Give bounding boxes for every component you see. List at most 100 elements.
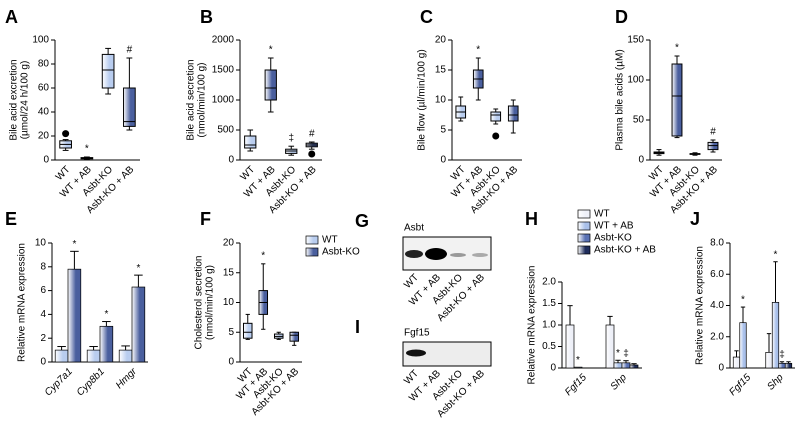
y-tick-label: 6 — [40, 285, 46, 296]
annotation: # — [710, 127, 716, 138]
panel-letter: H — [525, 209, 538, 229]
y-tick-label: 10 — [35, 238, 47, 249]
blot-label: Fgf15 — [404, 328, 430, 339]
y-tick-label: 10 — [435, 95, 447, 106]
y-axis-label: Relative mRNA expression — [17, 243, 28, 362]
x-tick-label: Hmgr — [114, 366, 140, 392]
y-tick-label: 6.0 — [710, 269, 724, 280]
bar — [86, 349, 101, 363]
panel-letter: G — [355, 211, 369, 231]
annotation: ‡ — [779, 349, 785, 360]
blot-label: Asbt — [404, 223, 424, 234]
annotation: * — [476, 45, 480, 56]
outlier — [62, 130, 70, 138]
bar — [67, 268, 82, 363]
annotation: * — [261, 250, 265, 261]
y-tick-label: 1.0 — [542, 320, 556, 331]
panel-letter: I — [355, 317, 360, 337]
annotation: * — [269, 45, 273, 56]
x-tick-label: Cyp8b1 — [75, 366, 107, 398]
box — [671, 63, 683, 137]
panel-letter: E — [5, 209, 17, 229]
bar — [99, 325, 114, 363]
annotation: # — [127, 45, 133, 56]
bar — [771, 302, 780, 369]
box — [289, 331, 300, 342]
y-tick-label: 0 — [228, 357, 234, 368]
annotation: # — [309, 129, 315, 140]
annotation: ‡ — [288, 133, 294, 144]
y-tick-label: 10 — [223, 297, 235, 308]
y-axis-label: Relative mRNA expression — [527, 266, 538, 385]
y-tick-label: 50 — [633, 115, 645, 126]
y-tick-label: 80 — [38, 59, 50, 70]
y-axis-label: Bile acid secretion — [186, 59, 197, 140]
bar — [118, 349, 133, 363]
bar — [605, 324, 615, 369]
blot-image — [402, 236, 492, 271]
y-tick-label: 500 — [217, 125, 234, 136]
y-axis-label: Cholesterol secretion — [194, 256, 205, 350]
legend-label: WT — [594, 209, 610, 220]
legend-swatch — [577, 221, 591, 231]
annotation: * — [72, 239, 76, 250]
annotation: * — [741, 295, 745, 306]
legend-label: Asbt-KO — [322, 247, 360, 258]
y-tick-label: 2 — [40, 333, 46, 344]
bar — [732, 356, 741, 369]
annotation: * — [576, 355, 580, 366]
y-axis-label: (µmol/24 h/100 g) — [20, 61, 31, 140]
box — [490, 111, 502, 122]
y-tick-label: 5 — [440, 125, 446, 136]
y-tick-label: 2.0 — [710, 331, 724, 342]
y-tick-label: 0 — [718, 363, 724, 374]
annotation: * — [774, 249, 778, 260]
bar — [131, 286, 146, 363]
y-tick-label: 0 — [228, 155, 234, 166]
y-tick-label: 20 — [223, 238, 235, 249]
panel-letter: J — [690, 209, 700, 229]
bar — [784, 362, 793, 369]
legend-swatch — [577, 233, 591, 243]
y-axis-label: Bile acid excretion — [9, 59, 20, 140]
y-tick-label: 100 — [627, 75, 644, 86]
y-tick-label: 0 — [43, 155, 49, 166]
blot-image — [402, 341, 492, 367]
legend-swatch — [577, 245, 591, 255]
y-tick-label: 40 — [38, 107, 50, 118]
panel-letter: B — [200, 7, 213, 27]
annotation: * — [104, 309, 108, 320]
legend-label: Asbt-KO — [594, 233, 632, 244]
bar — [765, 352, 773, 369]
y-tick-label: 2.0 — [542, 277, 556, 288]
y-tick-label: 4.0 — [710, 300, 724, 311]
legend-label: WT — [322, 235, 338, 246]
y-tick-label: 20 — [435, 35, 447, 46]
y-axis-label: (nmol/min/100 g) — [197, 62, 208, 137]
y-tick-label: 20 — [38, 131, 50, 142]
legend-label: WT + AB — [594, 221, 634, 232]
box — [123, 87, 136, 127]
y-axis-label: Plasma bile acids (µM) — [615, 49, 626, 150]
bar — [54, 349, 69, 363]
panel-letter: A — [5, 7, 18, 27]
box — [101, 53, 115, 89]
panel-letter: C — [420, 7, 433, 27]
y-tick-label: 1500 — [212, 65, 235, 76]
y-tick-label: 0 — [40, 357, 46, 368]
y-tick-label: 8 — [40, 261, 46, 272]
annotation: ‡ — [623, 348, 629, 359]
bar — [621, 362, 631, 369]
bar — [778, 362, 786, 369]
y-tick-label: 0 — [550, 363, 556, 374]
y-axis-label: Relative mRNA expression — [695, 246, 706, 365]
legend-swatch — [305, 247, 319, 257]
bar — [573, 366, 583, 369]
outlier — [492, 132, 500, 140]
panel-letter: F — [200, 209, 211, 229]
y-tick-label: 1.5 — [542, 298, 556, 309]
x-tick-label: Cyp7a1 — [43, 366, 75, 398]
annotation: * — [136, 263, 140, 274]
annotation: * — [85, 144, 89, 155]
